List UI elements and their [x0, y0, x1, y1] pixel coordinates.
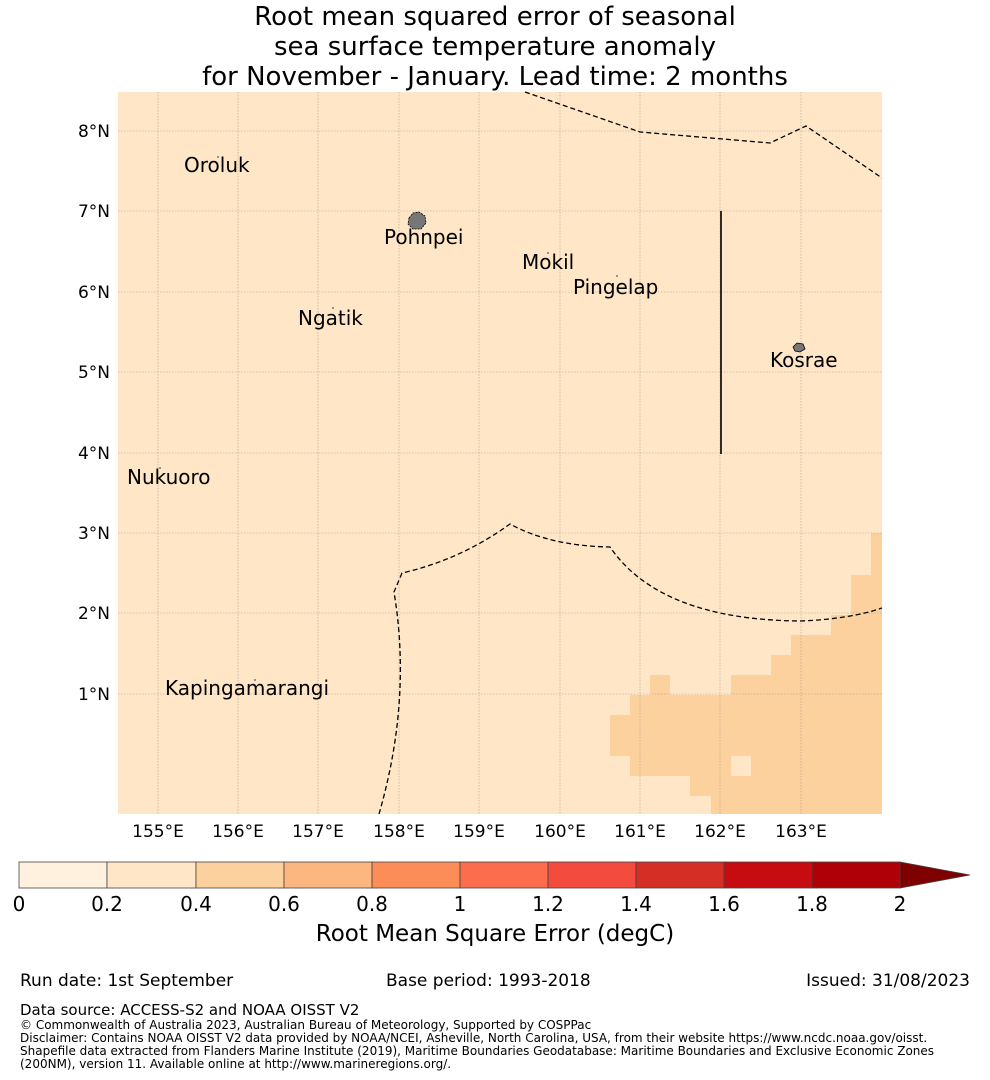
disclaimer-line-2: Shapefile data extracted from Flanders M…: [20, 1044, 935, 1058]
lon-tick-156e: 156°E: [212, 822, 264, 842]
colorbar-bin-6: [547, 861, 637, 889]
label-kosrae: Kosrae: [770, 348, 838, 372]
colorbar-tick-1.4: 1.4: [620, 892, 652, 916]
colorbar-tick-2: 2: [894, 892, 907, 916]
issued-date: Issued: 31/08/2023: [806, 971, 970, 991]
lon-tick-155e: 155°E: [132, 822, 184, 842]
lat-tick-5n: 5°N: [78, 363, 110, 383]
base-period: Base period: 1993-2018: [386, 971, 591, 991]
colorbar-tick-1.8: 1.8: [796, 892, 828, 916]
label-ngatik: Ngatik: [298, 306, 363, 330]
colorbar-tick-0.8: 0.8: [356, 892, 388, 916]
lon-tick-161e: 161°E: [614, 822, 666, 842]
colorbar-bin-2: [195, 861, 285, 889]
lat-tick-3n: 3°N: [78, 524, 110, 544]
colorbar-tick-1.2: 1.2: [532, 892, 564, 916]
map-title: Root mean squared error of seasonal sea …: [0, 2, 990, 92]
colorbar-tick-0.2: 0.2: [91, 892, 123, 916]
colorbar-bin-9: [811, 861, 901, 889]
pohnpei-island: [407, 211, 427, 230]
title-line-1: Root mean squared error of seasonal: [254, 2, 736, 32]
lat-tick-1n: 1°N: [78, 685, 110, 705]
lat-tick-6n: 6°N: [78, 283, 110, 303]
lon-tick-158e: 158°E: [373, 822, 425, 842]
disclaimer-line-1: Disclaimer: Contains NOAA OISST V2 data …: [20, 1031, 928, 1045]
label-oroluk: Oroluk: [184, 153, 250, 177]
run-date: Run date: 1st September: [20, 971, 234, 991]
lon-tick-163e: 163°E: [775, 822, 827, 842]
disclaimer-line-3: (200NM), version 11. Available online at…: [20, 1057, 452, 1071]
lon-tick-160e: 160°E: [534, 822, 586, 842]
title-line-3: for November - January. Lead time: 2 mon…: [202, 62, 788, 92]
atoll-dots: [159, 156, 618, 681]
kosrae-island: [792, 342, 806, 353]
lon-tick-159e: 159°E: [453, 822, 505, 842]
colorbar-tick-0.4: 0.4: [180, 892, 212, 916]
rmse-region-high: [610, 533, 882, 814]
lon-tick-157e: 157°E: [292, 822, 344, 842]
colorbar-extend-arrow: [899, 861, 971, 889]
lat-tick-4n: 4°N: [78, 444, 110, 464]
eez-boundary-north: [524, 91, 883, 179]
colorbar-tick-0: 0: [13, 892, 26, 916]
lat-tick-8n: 8°N: [78, 122, 110, 142]
lat-tick-7n: 7°N: [78, 202, 110, 222]
eez-boundaries: [378, 91, 883, 815]
label-kapingamarangi: Kapingamarangi: [165, 676, 329, 700]
colorbar: [18, 861, 971, 889]
eez-boundary-south: [378, 523, 883, 815]
lon-tick-162e: 162°E: [694, 822, 746, 842]
colorbar-bin-3: [283, 861, 373, 889]
colorbar-tick-0.6: 0.6: [268, 892, 300, 916]
colorbar-tick-1.6: 1.6: [708, 892, 740, 916]
colorbar-bin-1: [106, 861, 197, 889]
colorbar-bin-7: [635, 861, 725, 889]
label-pingelap: Pingelap: [573, 275, 658, 299]
colorbar-bin-5: [459, 861, 549, 889]
copyright: © Commonwealth of Australia 2023, Austra…: [20, 1018, 592, 1032]
data-source: Data source: ACCESS-S2 and NOAA OISST V2: [20, 1001, 360, 1019]
label-mokil: Mokil: [522, 250, 574, 274]
colorbar-tick-1: 1: [454, 892, 467, 916]
colorbar-label: Root Mean Square Error (degC): [315, 921, 675, 947]
title-line-2: sea surface temperature anomaly: [274, 32, 716, 62]
lat-tick-2n: 2°N: [78, 604, 110, 624]
colorbar-bin-4: [371, 861, 461, 889]
colorbar-bin-0: [18, 861, 108, 889]
label-nukuoro: Nukuoro: [127, 465, 211, 489]
rmse-hole: [731, 756, 751, 776]
label-pohnpei: Pohnpei: [384, 225, 464, 249]
colorbar-bin-8: [723, 861, 813, 889]
lat-gridlines: [118, 130, 882, 695]
